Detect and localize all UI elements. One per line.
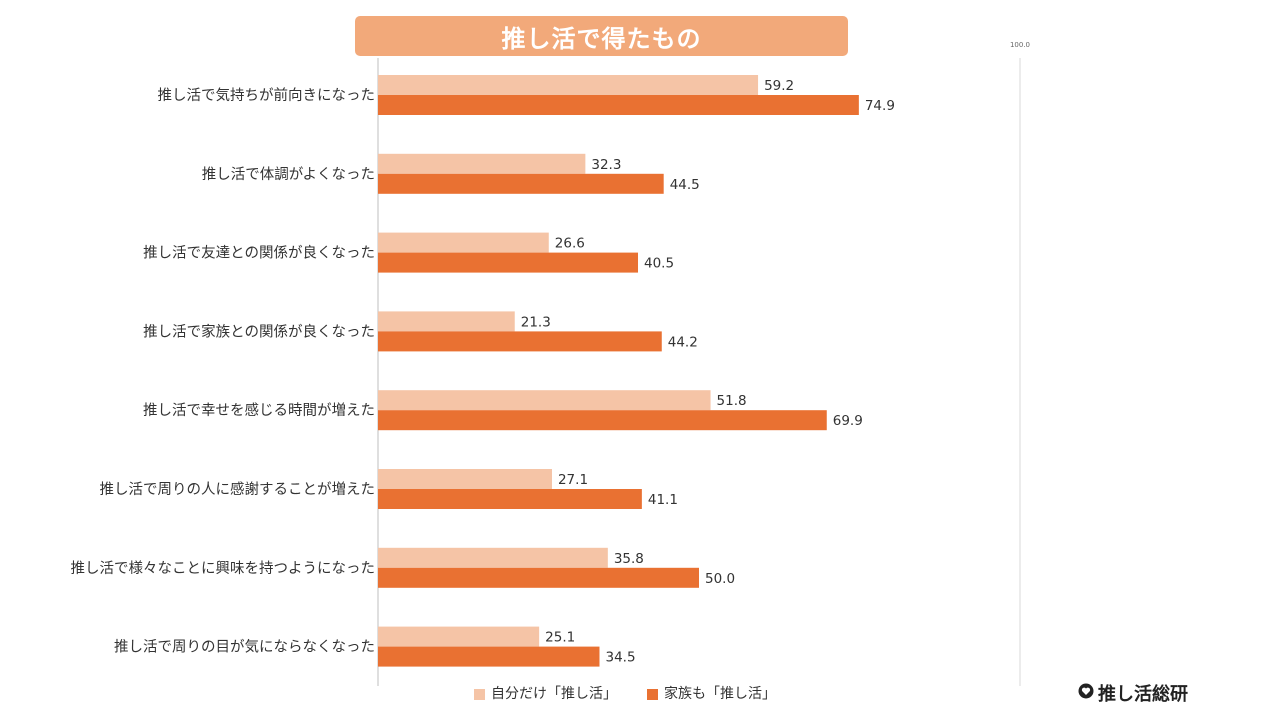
bar-family: [378, 646, 600, 667]
data-label: 44.5: [670, 177, 700, 193]
data-label: 25.1: [545, 630, 575, 646]
chart-title: 推し活で得たもの: [501, 24, 702, 53]
data-label: 69.9: [833, 413, 863, 429]
category-label: 推し活で家族との関係が良くなった: [143, 323, 375, 340]
data-label: 40.5: [644, 256, 674, 272]
data-label: 51.8: [717, 393, 747, 409]
bar-self: [378, 153, 586, 174]
category-label: 推し活で友達との関係が良くなった: [143, 245, 375, 262]
bar-family: [378, 410, 827, 431]
title-banner: 推し活で得たもの: [355, 16, 848, 56]
bar-family: [378, 252, 639, 273]
data-label: 50.0: [705, 571, 735, 587]
category-label: 推し活で気持ちが前向きになった: [158, 87, 376, 104]
bar-family: [378, 173, 664, 194]
legend-label-family: 家族も「推し活」: [664, 686, 776, 702]
legend-label-self: 自分だけ「推し活」: [491, 686, 617, 702]
category-label: 推し活で周りの人に感謝することが増えた: [100, 481, 376, 498]
bar-family: [378, 489, 642, 509]
bar-self: [378, 232, 549, 253]
category-label: 推し活で様々なことに興味を持つようになった: [71, 560, 376, 577]
data-label: 41.1: [648, 492, 678, 508]
data-label: 21.3: [521, 314, 551, 330]
data-label: 35.8: [614, 551, 644, 567]
bar-self: [378, 390, 711, 411]
heart-icon: [1078, 683, 1094, 704]
bar-self: [378, 547, 608, 568]
bar-self: [378, 626, 540, 647]
category-label: 推し活で体調がよくなった: [202, 166, 375, 183]
legend: 自分だけ「推し活」 家族も「推し活」: [474, 683, 806, 703]
data-label: 26.6: [555, 236, 585, 252]
category-label: 推し活で周りの目が気にならなくなった: [114, 639, 375, 656]
data-label: 74.9: [865, 98, 895, 114]
brand-logo: 推し活総研: [1078, 680, 1188, 706]
bar-family: [378, 95, 859, 115]
brand-name: 推し活総研: [1098, 684, 1188, 705]
bar-family: [378, 331, 662, 352]
data-label: 44.2: [668, 334, 698, 350]
legend-item-family[interactable]: 家族も「推し活」: [647, 683, 776, 703]
bar-self: [378, 311, 515, 332]
category-label: 推し活で幸せを感じる時間が増えた: [143, 402, 375, 419]
max-tick-label: 100.0: [1010, 41, 1030, 49]
data-label: 32.3: [591, 157, 621, 173]
data-label: 34.5: [605, 650, 635, 666]
legend-swatch-family: [647, 689, 658, 700]
bar-self: [378, 75, 759, 95]
bar-family: [378, 567, 699, 588]
legend-item-self[interactable]: 自分だけ「推し活」: [474, 683, 617, 703]
data-label: 27.1: [558, 472, 588, 488]
bar-self: [378, 469, 552, 489]
legend-swatch-self: [474, 689, 485, 700]
data-label: 59.2: [764, 78, 794, 94]
